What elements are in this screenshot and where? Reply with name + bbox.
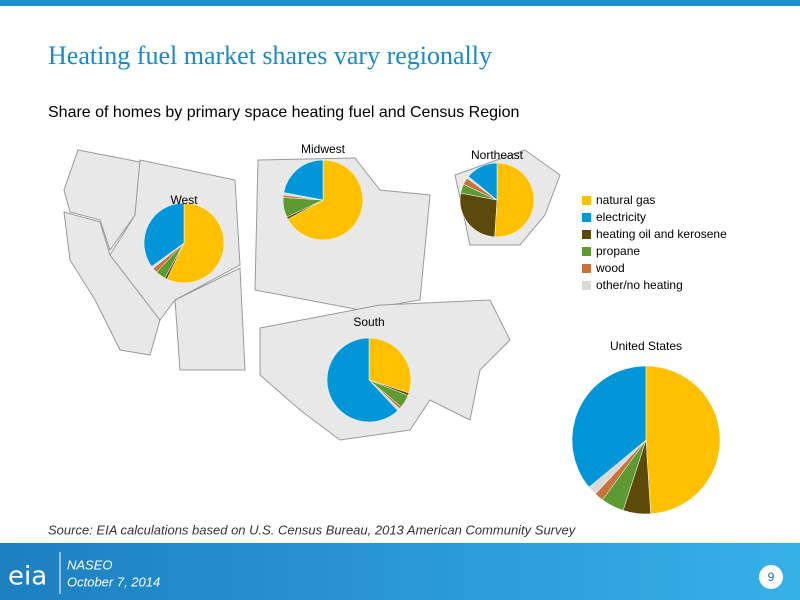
footer-bar [0, 543, 800, 600]
pie-slice [326, 337, 399, 423]
legend-label: propane [596, 244, 640, 258]
legend-label: electricity [596, 210, 646, 224]
pie-slice [287, 159, 364, 241]
pie-slice [283, 159, 324, 201]
pie-slice [468, 162, 498, 201]
legend-label: other/no heating [596, 278, 683, 292]
slide-title: Heating fuel market shares vary regional… [48, 41, 492, 70]
legend-label: natural gas [596, 193, 655, 207]
logo: eia [8, 562, 47, 592]
pie-title: Northeast [471, 148, 524, 162]
pie-slice [494, 162, 535, 238]
legend-swatch [582, 264, 591, 273]
pie-title: South [353, 315, 384, 329]
pie-title: United States [610, 339, 682, 353]
footer-org: NASEO [67, 557, 113, 572]
source-note: Source: EIA calculations based on U.S. C… [48, 522, 577, 537]
legend-swatch [582, 213, 591, 222]
pie-slice [368, 337, 412, 394]
legend-swatch [582, 230, 591, 239]
legend-swatch [582, 196, 591, 205]
pie-slice [645, 365, 721, 515]
subtitle: Share of homes by primary space heating … [48, 104, 519, 121]
legend: natural gas electricity heating oil and ke… [582, 193, 727, 292]
legend-label: wood [595, 261, 625, 275]
top-bar [0, 0, 800, 6]
footer-date: October 7, 2014 [67, 574, 160, 589]
pie-slice [166, 202, 225, 284]
pie-slice [459, 192, 498, 238]
pie-title: West [170, 193, 198, 207]
pie-slice [143, 202, 185, 267]
legend-swatch [582, 247, 591, 256]
pie-title: Midwest [301, 142, 346, 156]
legend-label: heating oil and kerosene [596, 227, 727, 241]
legend-swatch [582, 281, 591, 290]
pie-slice [571, 365, 647, 488]
page-badge [759, 565, 783, 589]
page-number: 9 [768, 570, 775, 584]
